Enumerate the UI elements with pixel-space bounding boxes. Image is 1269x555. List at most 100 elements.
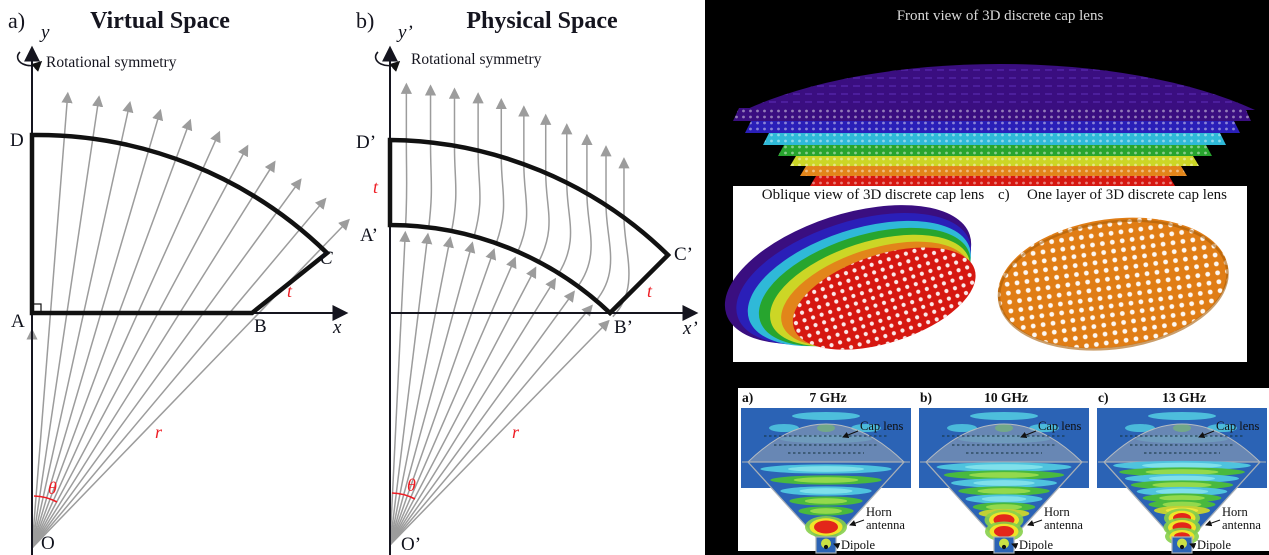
ray-line xyxy=(31,95,104,549)
physical-space-ray-fan xyxy=(389,82,630,546)
thickness-label-t-right: t xyxy=(647,281,653,301)
lens-cross-section-outline xyxy=(29,132,331,316)
ray-curve-in-shell xyxy=(557,182,572,275)
ray-line xyxy=(31,100,134,549)
wavefront-blob-core xyxy=(969,472,1039,478)
wavefront-blob xyxy=(947,424,977,432)
ray-curve-in-shell xyxy=(612,216,630,318)
angle-label-theta-prime: θ xyxy=(407,475,416,495)
point-label-C: C xyxy=(320,248,333,269)
dipole-glow xyxy=(821,538,831,549)
dipole-glow xyxy=(999,538,1009,549)
wavefront-blob-core xyxy=(973,480,1035,486)
rotation-symbol xyxy=(16,51,43,72)
horn-annotation-line1: Horn xyxy=(866,505,892,519)
sim-frequency-title: 13 GHz xyxy=(1162,390,1206,405)
x-axis-label: x xyxy=(332,317,342,338)
ray-line xyxy=(31,178,302,549)
ray-line-radial xyxy=(389,304,593,546)
wavefront-blob xyxy=(1148,412,1216,420)
point-label-O: O xyxy=(41,533,55,554)
lens-layer-band-perforation xyxy=(790,156,1199,166)
thickness-label-t: t xyxy=(287,281,293,301)
sim-prefix-label: b) xyxy=(920,390,932,405)
point-label-B-prime: B’ xyxy=(614,317,633,338)
horn-annotation-line1: Horn xyxy=(1222,505,1248,519)
wavefront-blob-core xyxy=(1148,475,1216,482)
ray-line-radial xyxy=(389,266,537,546)
ray-curve-in-shell xyxy=(595,204,612,302)
wavefront-blob xyxy=(769,424,799,432)
point-label-C-prime: C’ xyxy=(674,244,693,265)
physical-space-title: Physical Space xyxy=(466,8,618,34)
dipole-annotation: Dipole xyxy=(841,538,875,552)
sim-prefix-label: a) xyxy=(742,390,753,405)
wavefront-blob xyxy=(851,424,881,432)
oblique-layer-perforation xyxy=(792,247,976,350)
point-label-O-prime: O’ xyxy=(401,534,421,555)
dipole-annotation-arrow xyxy=(1189,543,1197,550)
transformation-diagrams: a) Virtual Space y Rotational symmetry D… xyxy=(8,8,699,555)
lens-layer-band-perforation xyxy=(810,176,1175,186)
ray-curve-in-shell xyxy=(473,151,481,238)
lens-layer-band-perforation xyxy=(800,166,1187,176)
ray-curve-in-shell xyxy=(427,144,433,229)
ray-line-radial xyxy=(389,232,433,546)
one-layer-rim xyxy=(997,219,1229,351)
dipole-annotation: Dipole xyxy=(1019,538,1053,552)
wavefront-blob-core xyxy=(964,464,1044,470)
rotation-symbol-prime xyxy=(374,51,401,72)
hotspot-core xyxy=(994,526,1014,537)
thickness-label-t-left: t xyxy=(373,177,379,197)
wavefront-blob-core xyxy=(1142,462,1222,469)
ray-curve-in-shell xyxy=(537,173,550,263)
rotational-symmetry-label-prime: Rotational symmetry xyxy=(411,51,542,68)
ray-curve-in-shell xyxy=(576,193,592,288)
panel-label-b: b) xyxy=(356,8,374,33)
lens-layer-band-perforation xyxy=(763,133,1226,145)
wavefront-blob-core xyxy=(977,488,1031,494)
cap-lens-annotation-arrow xyxy=(1020,430,1037,438)
hotspot-core xyxy=(814,520,838,534)
one-layer-caption: One layer of 3D discrete cap lens xyxy=(1027,187,1227,203)
wavefront-blob-core xyxy=(981,496,1027,502)
theta-arc xyxy=(33,495,58,503)
sim-frequency-title: 10 GHz xyxy=(984,390,1028,405)
wavefront-blob xyxy=(1207,424,1237,432)
point-label-B: B xyxy=(254,316,267,337)
theta-arc-prime xyxy=(391,492,416,500)
oblique-view-caption: Oblique view of 3D discrete cap lens xyxy=(762,187,985,203)
ray-line xyxy=(31,91,73,549)
ray-curve-in-shell xyxy=(404,142,408,227)
horn-annotation-line1: Horn xyxy=(1044,505,1070,519)
cap-lens-cross-section xyxy=(746,423,906,463)
y-prime-axis-label: y’ xyxy=(396,22,413,43)
wavefront-blob-core xyxy=(804,498,848,504)
ray-line xyxy=(31,118,193,549)
cap-lens-shell-outline xyxy=(387,137,672,317)
dipole-glow xyxy=(1177,538,1187,549)
dipole-dot xyxy=(1001,544,1007,550)
wavefront-blob-core xyxy=(1145,469,1219,475)
ray-line xyxy=(31,130,221,549)
ray-line-radial xyxy=(389,290,575,546)
wavefront-blob-core xyxy=(1159,495,1205,501)
ray-curve-in-shell xyxy=(516,164,528,253)
horn-annotation-arrow xyxy=(1205,519,1221,527)
wavefront-blob xyxy=(1029,424,1059,432)
wavefront-blob-core xyxy=(1155,488,1209,495)
point-label-D: D xyxy=(10,130,24,151)
wavefront-blob-core xyxy=(787,466,865,472)
cap-lens-annotation-arrow xyxy=(1198,430,1215,438)
point-label-A: A xyxy=(11,311,25,332)
point-label-D-prime: D’ xyxy=(356,132,376,153)
horn-annotation-arrow xyxy=(849,519,865,527)
angle-label-theta: θ xyxy=(48,478,57,498)
virtual-space-panel: a) Virtual Space y Rotational symmetry D… xyxy=(8,8,349,555)
lens-layer-band-perforation xyxy=(778,145,1212,156)
wavefront-blob xyxy=(792,412,860,420)
front-view-render xyxy=(733,63,1255,186)
